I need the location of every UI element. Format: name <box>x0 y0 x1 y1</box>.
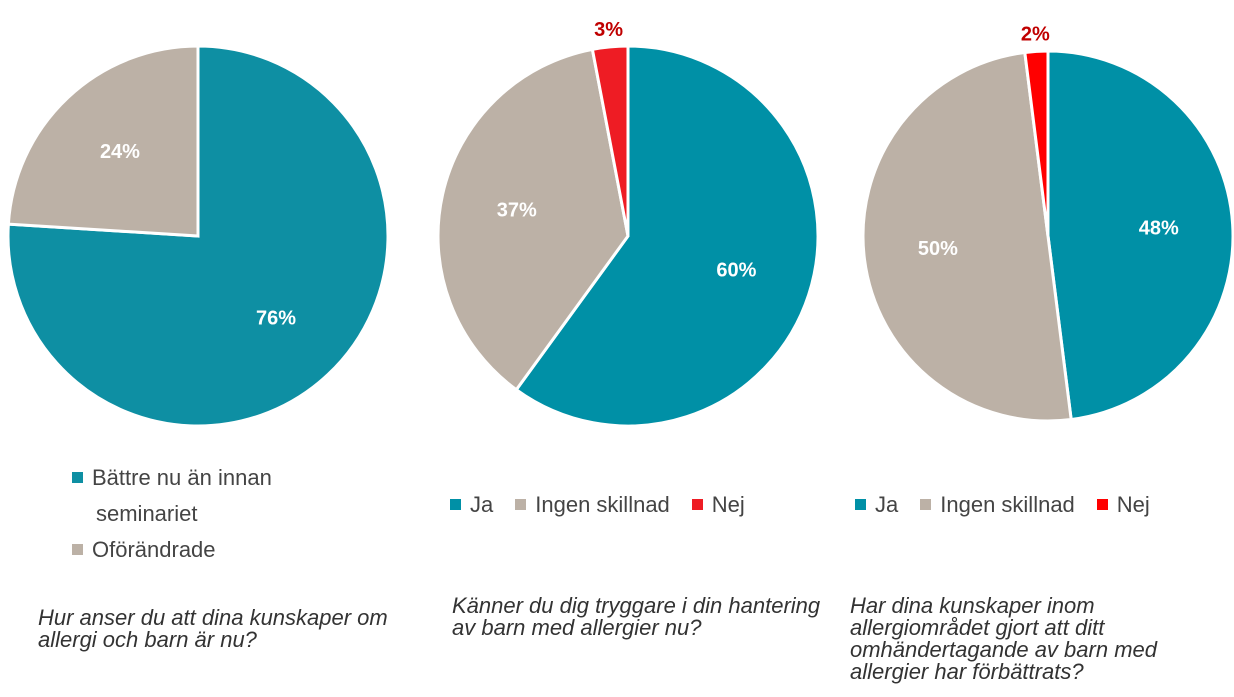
caption: Känner du dig tryggare i din hantering a… <box>452 593 821 640</box>
legend-item: Nej <box>691 487 745 523</box>
pie-slice <box>590 44 630 237</box>
legend-label: Nej <box>711 492 745 517</box>
value-label: 2% <box>1021 24 1050 46</box>
legend-swatch <box>855 499 866 510</box>
pie-slice <box>514 44 820 428</box>
legend-swatch <box>72 544 83 555</box>
legend-swatch <box>72 472 83 483</box>
legend-label: Ja <box>875 492 899 517</box>
pie-slice <box>1046 49 1234 422</box>
legend-swatch <box>515 499 527 510</box>
value-label: 24% <box>100 141 140 163</box>
legend-item: Ja <box>450 487 493 523</box>
legend-label: Oförändrade <box>92 537 216 562</box>
legend-item: Bättre nu än innan seminariet <box>72 460 300 532</box>
legend-item: Ja <box>855 487 898 523</box>
legend-swatch <box>450 499 461 510</box>
legend: Ja Ingen skillnad Nej <box>450 487 767 523</box>
value-label: 37% <box>497 199 537 221</box>
legend-label: Ja <box>470 492 494 517</box>
legend: Bättre nu än innan seminariet Oförändrade <box>72 460 322 568</box>
legend-item: Ingen skillnad <box>515 487 670 523</box>
pie-slice <box>1023 49 1050 237</box>
pie-slice <box>436 47 630 392</box>
pie-slice <box>6 44 200 238</box>
value-label: 3% <box>594 19 623 41</box>
legend-item: Oförändrade <box>72 532 300 568</box>
legend-label: Ingen skillnad <box>940 492 1075 517</box>
legend-label: Ingen skillnad <box>535 492 670 517</box>
legend: Ja Ingen skillnad Nej <box>855 487 1172 523</box>
caption: Har dina kunskaper inom allergiområdet g… <box>850 593 1157 684</box>
legend-swatch <box>1096 499 1108 510</box>
legend-item: Ingen skillnad <box>920 487 1075 523</box>
value-label: 60% <box>716 260 756 282</box>
legend-label: Nej <box>1116 492 1150 517</box>
legend-swatch <box>920 499 932 510</box>
legend-item: Nej <box>1096 487 1150 523</box>
caption: Hur anser du att dina kunskaper om aller… <box>38 605 388 652</box>
value-label: 48% <box>1139 217 1179 239</box>
value-label: 76% <box>256 307 296 329</box>
legend-label: Bättre nu än innan seminariet <box>92 465 272 526</box>
pie-slice <box>861 50 1073 423</box>
legend-swatch <box>691 499 703 510</box>
value-label: 50% <box>918 238 958 260</box>
